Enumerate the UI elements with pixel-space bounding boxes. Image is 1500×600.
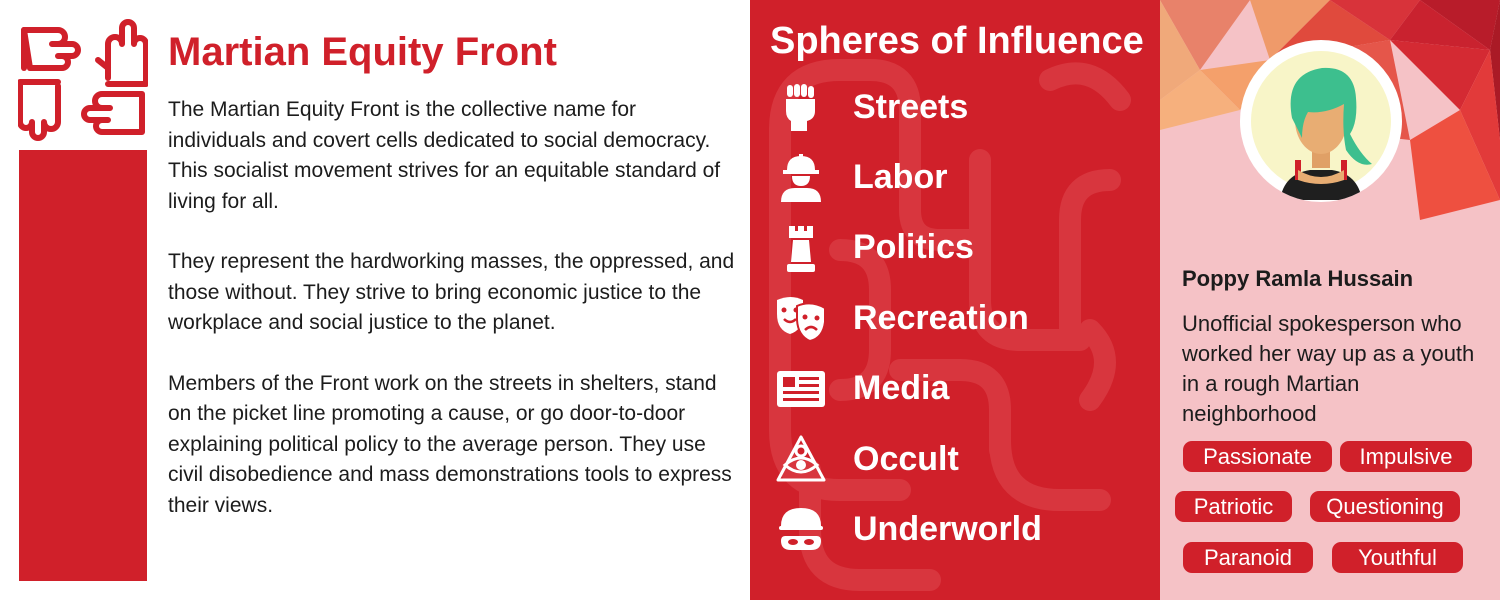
- list-item: Labor: [770, 142, 1042, 212]
- sphere-label: Recreation: [853, 298, 1029, 337]
- newspaper-icon: [770, 363, 832, 415]
- faction-description: The Martian Equity Front is the collecti…: [168, 95, 738, 551]
- list-item: Streets: [770, 72, 1042, 142]
- sphere-label: Occult: [853, 439, 959, 478]
- sphere-label: Media: [853, 369, 950, 408]
- sphere-label: Politics: [853, 228, 974, 267]
- trait-tag: Passionate: [1183, 441, 1332, 472]
- contact-name: Poppy Ramla Hussain: [1182, 266, 1414, 291]
- contact-bio: Unofficial spokesperson who worked her w…: [1182, 311, 1475, 426]
- background-decoration: [769, 59, 1131, 591]
- trait-tag: Youthful: [1332, 542, 1463, 573]
- faction-panel: Martian Equity Front The Martian Equity …: [17, 16, 738, 581]
- list-item: Underworld: [770, 494, 1042, 564]
- description-paragraph: Members of the Front work on the streets…: [168, 371, 732, 517]
- trait-tag: Patriotic: [1175, 491, 1292, 522]
- raised-fist-icon: [770, 81, 832, 133]
- spheres-list: Streets Labor Politics: [770, 72, 1042, 565]
- sphere-label: Labor: [853, 158, 948, 197]
- accent-bar: [19, 150, 147, 581]
- list-item: Occult: [770, 424, 1042, 494]
- contact-panel: Poppy Ramla Hussain Unofficial spokesper…: [1160, 0, 1500, 600]
- list-item: Media: [770, 354, 1042, 424]
- four-hands-icon: [17, 16, 149, 146]
- woman-teal-hair-avatar: [1245, 45, 1397, 200]
- faction-title: Martian Equity Front: [168, 30, 557, 74]
- sphere-label: Underworld: [853, 510, 1042, 549]
- chess-rook-icon: [770, 222, 832, 274]
- trait-tag: Impulsive: [1340, 441, 1472, 472]
- hardhat-worker-icon: [770, 152, 832, 204]
- trait-tag: Questioning: [1310, 491, 1460, 522]
- theater-masks-icon: [770, 292, 832, 344]
- sphere-label: Streets: [853, 87, 969, 126]
- trait-tag: Paranoid: [1183, 542, 1313, 573]
- spheres-panel: Spheres of Influence Streets: [750, 0, 1160, 600]
- spheres-title: Spheres of Influence: [770, 20, 1144, 62]
- list-item: Recreation: [770, 283, 1042, 353]
- description-paragraph: They represent the hardworking masses, t…: [168, 250, 735, 334]
- eye-pyramid-icon: [770, 433, 832, 485]
- masked-bandit-icon: [770, 504, 832, 556]
- avatar: [1240, 40, 1402, 202]
- list-item: Politics: [770, 213, 1042, 283]
- description-paragraph: The Martian Equity Front is the collecti…: [168, 98, 721, 213]
